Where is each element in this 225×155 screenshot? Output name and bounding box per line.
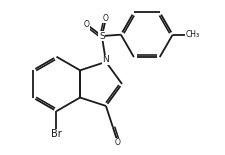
Text: Br: Br bbox=[51, 129, 62, 139]
Text: CH₃: CH₃ bbox=[185, 30, 199, 39]
Text: O: O bbox=[103, 14, 108, 23]
Text: S: S bbox=[99, 31, 104, 41]
Text: O: O bbox=[115, 138, 120, 147]
Text: O: O bbox=[84, 20, 90, 29]
Text: N: N bbox=[102, 55, 109, 64]
